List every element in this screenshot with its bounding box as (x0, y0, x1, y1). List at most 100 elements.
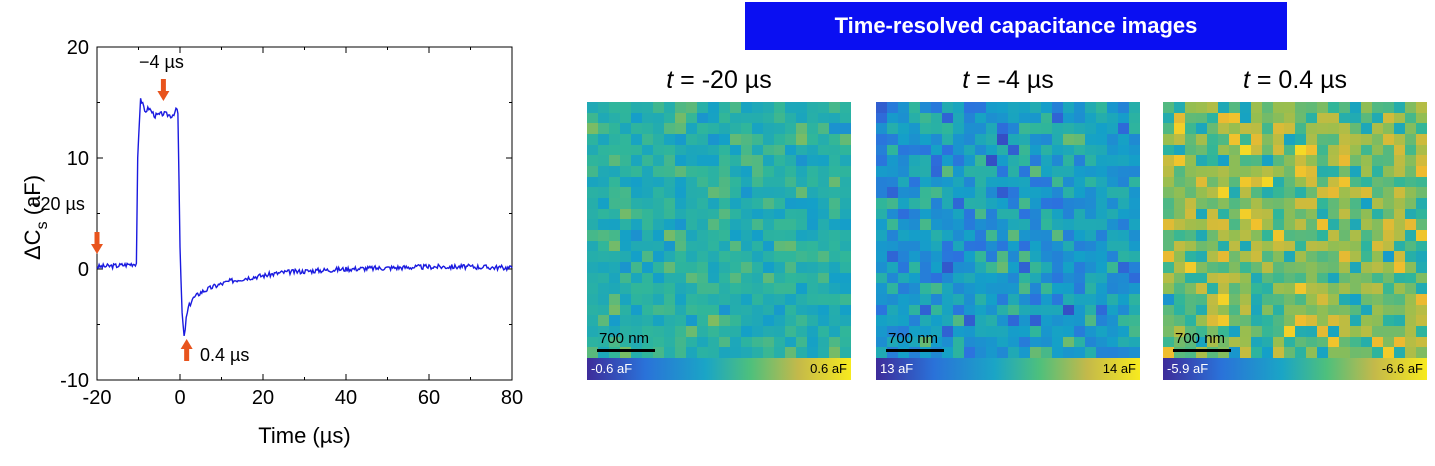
heatmap-cell (1350, 240, 1361, 252)
heatmap-cell (1262, 251, 1273, 262)
heatmap-cell (986, 134, 997, 145)
heatmap-cell (653, 166, 664, 177)
heatmap-cell (763, 283, 774, 294)
heatmap-cell (1096, 315, 1107, 326)
heatmap-cell (920, 208, 931, 220)
heatmap-cell (1262, 134, 1273, 145)
heatmap-cell (587, 134, 598, 145)
heatmap-cell (807, 198, 818, 209)
heatmap-cell (1107, 176, 1118, 188)
heatmap-cell (1008, 283, 1019, 294)
heatmap-cell (931, 123, 942, 134)
heatmap-cell (708, 208, 719, 220)
heatmap-cell (1207, 283, 1218, 294)
heatmap-cell (997, 155, 1008, 166)
heatmap-cell (1008, 187, 1019, 198)
panel-title-value: = -20 µs (673, 66, 772, 94)
heatmap-cell (1074, 272, 1085, 284)
heatmap-cell (1405, 134, 1416, 145)
heatmap-cell (1240, 304, 1251, 316)
heatmap-cell (1174, 166, 1185, 177)
heatmap-cell (1284, 326, 1295, 337)
x-tick-label: 60 (418, 387, 440, 409)
heatmap-cell (1350, 326, 1361, 337)
heatmap-cell (1295, 176, 1306, 188)
heatmap-cell (697, 347, 708, 358)
heatmap-cell (1041, 208, 1052, 220)
heatmap-cell (675, 134, 686, 145)
heatmap-cell (1218, 304, 1229, 316)
heatmap-cell (1074, 262, 1085, 273)
heatmap-cell (953, 134, 964, 145)
heatmap-cell (1350, 155, 1361, 166)
heatmap-cell (953, 112, 964, 124)
heatmap-cell (752, 272, 763, 284)
heatmap-cell (1394, 272, 1405, 284)
heatmap-cell (1174, 251, 1185, 262)
heatmap-cell (1207, 166, 1218, 177)
heatmap-cell (609, 240, 620, 252)
heatmap-cell (730, 251, 741, 262)
heatmap-cell (1019, 134, 1030, 145)
heatmap-cell (997, 294, 1008, 305)
heatmap-cell (840, 251, 851, 262)
heatmap-cell (785, 240, 796, 252)
heatmap-cell (1295, 166, 1306, 177)
heatmap-cell (1118, 294, 1129, 305)
heatmap-cell (1240, 166, 1251, 177)
heatmap-cell (1041, 230, 1052, 241)
heatmap-cell (953, 240, 964, 252)
heatmap-cell (697, 336, 708, 348)
heatmap-cell (920, 230, 931, 241)
heatmap-cell (1317, 112, 1328, 124)
heatmap-cell (1405, 198, 1416, 209)
heatmap-cell (807, 112, 818, 124)
heatmap-cell (942, 272, 953, 284)
heatmap-cell (1052, 155, 1063, 166)
heatmap-cell (664, 240, 675, 252)
heatmap-cell (1019, 219, 1030, 230)
heatmap-cell (986, 123, 997, 134)
heatmap-cell (1306, 166, 1317, 177)
heatmap-cell (942, 155, 953, 166)
heatmap-cell (975, 102, 986, 113)
heatmap-cell (1416, 262, 1427, 273)
heatmap-cell (1008, 294, 1019, 305)
heatmap-cell (975, 294, 986, 305)
heatmap-cell (1118, 123, 1129, 134)
heatmap-cell (1096, 187, 1107, 198)
heatmap-cell (631, 326, 642, 337)
heatmap-cell (1262, 272, 1273, 284)
heatmap-cell (975, 155, 986, 166)
scale-bar-line (1173, 349, 1231, 352)
heatmap-cell (1361, 283, 1372, 294)
heatmap-cell (1019, 262, 1030, 273)
heatmap-cell (1196, 112, 1207, 124)
heatmap-cell (730, 315, 741, 326)
heatmap-cell (1295, 208, 1306, 220)
heatmap-cell (1361, 272, 1372, 284)
heatmap-cell (1405, 240, 1416, 252)
heatmap-cell (609, 144, 620, 156)
heatmap-cell (1240, 251, 1251, 262)
heatmap-cell (1416, 336, 1427, 348)
heatmap-cell (1262, 304, 1273, 316)
heatmap-cell (741, 208, 752, 220)
heatmap-cell (1372, 198, 1383, 209)
heatmap-cell (829, 262, 840, 273)
heatmap-cell (686, 219, 697, 230)
heatmap-cell (1163, 272, 1174, 284)
heatmap-cell (1295, 240, 1306, 252)
heatmap-cell (1008, 326, 1019, 337)
heatmap-cell (1405, 230, 1416, 241)
heatmap-cell (1196, 240, 1207, 252)
heatmap-cell (1074, 123, 1085, 134)
heatmap-cell (840, 123, 851, 134)
x-tick-label: 80 (501, 387, 523, 409)
colorbar: -5.9 aF -6.6 aF (1163, 358, 1427, 380)
heatmap-cell (1096, 230, 1107, 241)
heatmap-cell (1295, 102, 1306, 113)
heatmap-cell (1394, 336, 1405, 348)
heatmap-cell (774, 326, 785, 337)
heatmap-cell (675, 347, 686, 358)
